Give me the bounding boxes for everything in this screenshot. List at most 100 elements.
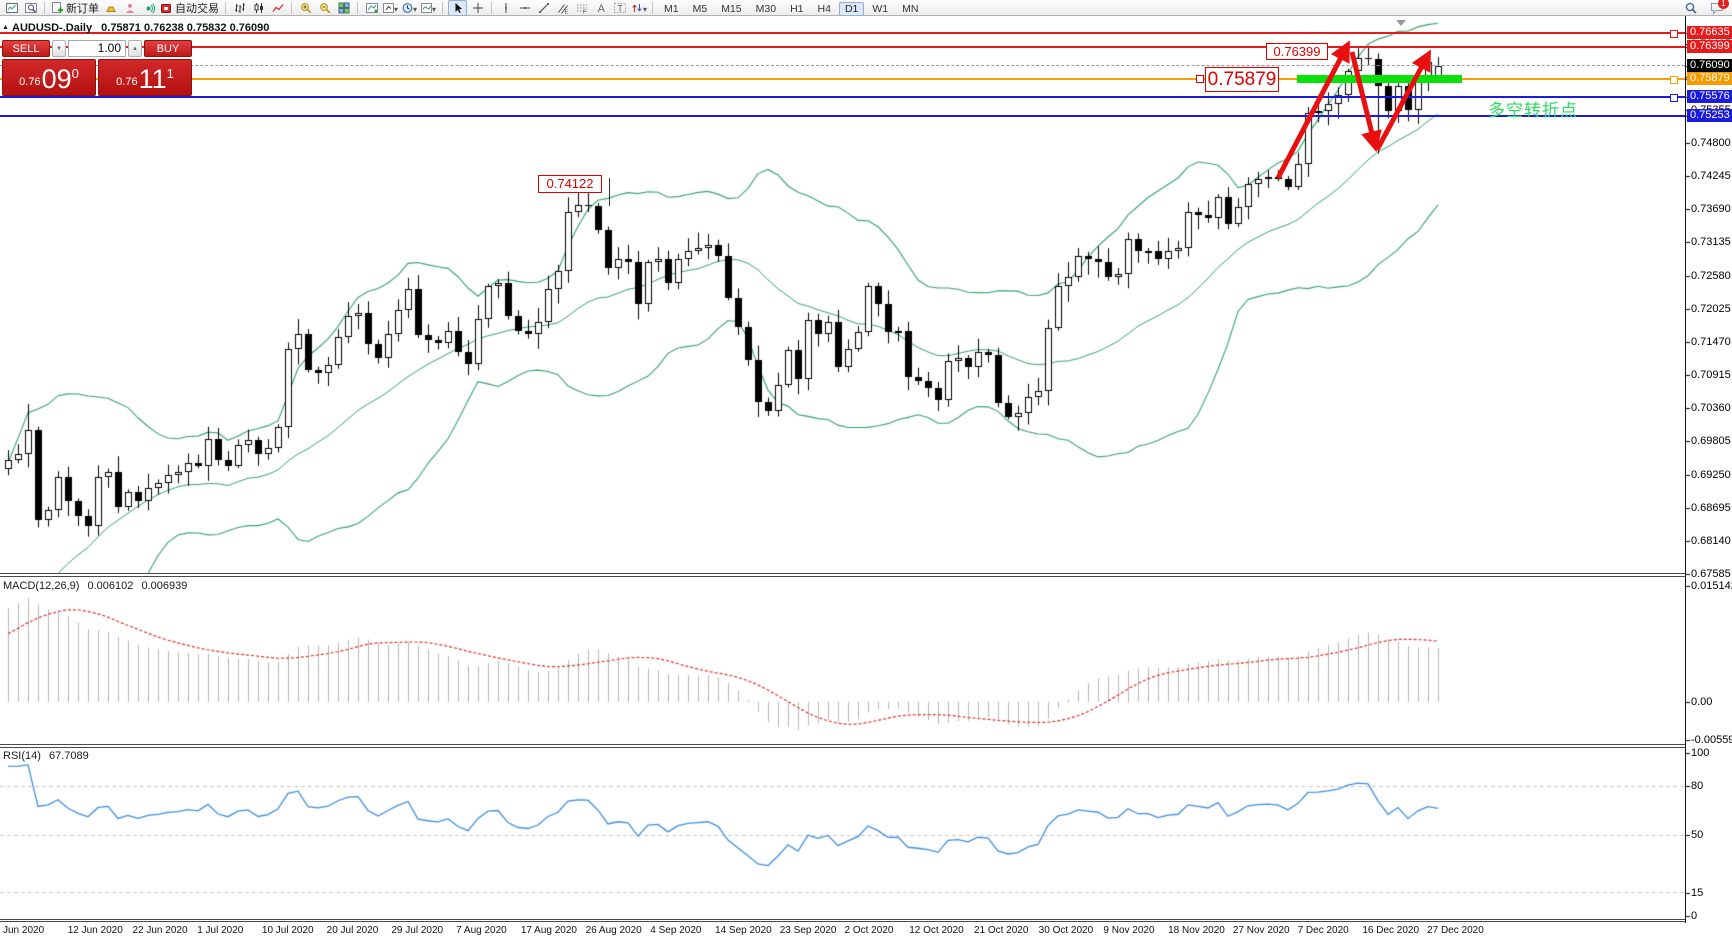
toolbar-separator (44, 1, 45, 14)
macd-tick-label: 0.00 (1691, 696, 1713, 708)
price-tick-label: 0.73690 (1691, 203, 1731, 216)
price-tick-label: 0.69250 (1691, 468, 1731, 481)
crosshair-icon[interactable] (469, 1, 486, 15)
timeframe-H4[interactable]: H4 (817, 2, 831, 15)
sell-price-pip: 0 (71, 66, 79, 81)
timeframe-M30[interactable]: M30 (755, 2, 777, 15)
panel-divider[interactable] (0, 573, 1686, 577)
price-line-0.75253[interactable] (0, 114, 1685, 117)
signals-icon[interactable] (140, 1, 157, 15)
buy-price-box[interactable]: 0.76 11 1 (98, 59, 192, 96)
chart-shift-marker[interactable] (1396, 20, 1406, 26)
fibonacci-icon[interactable]: F (573, 1, 590, 15)
zoom-window-icon[interactable] (22, 1, 39, 15)
support-zone-bar[interactable] (1297, 74, 1462, 83)
text-label-icon[interactable]: T (611, 1, 628, 15)
svg-text:▾: ▾ (643, 5, 647, 14)
price-tick-label: 0.73135 (1691, 236, 1731, 249)
equidistant-channel-icon[interactable]: E (554, 1, 571, 15)
chat-icon[interactable]: 1 (1708, 0, 1729, 15)
price-marker-0.76090: 0.76090 (1687, 58, 1732, 72)
arrows-tool-icon[interactable]: ▾ (630, 1, 647, 15)
indicator-window-icon[interactable] (363, 1, 380, 15)
svg-text:A: A (597, 3, 605, 14)
gold-icon[interactable] (102, 1, 119, 15)
price-marker-0.75253: 0.75253 (1687, 108, 1732, 122)
notification-badge: 1 (1718, 0, 1729, 9)
text-icon[interactable]: A (592, 1, 609, 15)
zoom-in-icon[interactable] (297, 1, 314, 15)
price-line-0.75879[interactable] (0, 77, 1685, 80)
date-label: 27 Dec 2020 (1427, 925, 1484, 936)
panel-divider[interactable] (0, 744, 1686, 748)
vertical-line-icon[interactable] (497, 1, 514, 15)
horizontal-line-icon[interactable] (516, 1, 533, 15)
zoom-out-icon[interactable] (316, 1, 333, 15)
candlestick-chart-icon[interactable] (250, 1, 267, 15)
search-icon[interactable] (1682, 1, 1699, 15)
toolbar-separator (491, 1, 492, 14)
lot-decrease-button[interactable]: ▼ (52, 40, 66, 57)
price-marker-0.75576: 0.75576 (1687, 89, 1732, 103)
new-order-button[interactable]: 新订单 (51, 0, 99, 16)
date-label: 17 Aug 2020 (520, 925, 577, 936)
line-handle[interactable] (1670, 75, 1678, 84)
panel-collapse-icon[interactable]: ▲ (2, 24, 9, 31)
date-label: 26 Aug 2020 (585, 925, 642, 936)
timeframe-H1[interactable]: H1 (790, 2, 804, 15)
community-icon[interactable] (121, 1, 138, 15)
buy-button[interactable]: BUY (144, 40, 192, 57)
timeframe-W1[interactable]: W1 (872, 2, 889, 15)
timeframe-M1[interactable]: M1 (664, 2, 679, 15)
sell-price-box[interactable]: 0.76 09 0 (2, 59, 96, 96)
timeframe-M15[interactable]: M15 (721, 2, 742, 15)
price-annotation-074122[interactable]: 0.74122 (538, 175, 602, 193)
timeframe-group: M1 M5 M15 M30 H1 H4 D1 W1 MN (657, 0, 925, 17)
line-chart-icon[interactable] (269, 1, 286, 15)
price-tick-label: 0.68695 (1691, 501, 1731, 514)
price-line-0.75576[interactable] (0, 95, 1685, 98)
date-label: 12 Oct 2020 (909, 925, 964, 936)
buy-price-pip: 1 (166, 66, 174, 81)
line-handle[interactable] (1670, 30, 1678, 39)
rsi-tick-label: 50 (1691, 829, 1704, 841)
trendline-icon[interactable] (535, 1, 552, 15)
timeframe-D1[interactable]: D1 (838, 1, 865, 16)
cursor-icon[interactable] (448, 0, 467, 16)
price-annotation-076399[interactable]: 0.76399 (1266, 43, 1328, 60)
toolbar-right: 1 (1681, 0, 1729, 16)
line-handle[interactable] (1670, 93, 1678, 102)
price-marker-0.76635: 0.76635 (1687, 26, 1732, 40)
rsi-tick-label: 0 (1691, 910, 1698, 922)
date-label: 1 Jul 2020 (197, 925, 244, 936)
price-annotation-075879[interactable]: 0.75879 (1205, 67, 1279, 92)
price-line-0.76635[interactable] (0, 32, 1685, 35)
sell-button[interactable]: SELL (2, 40, 50, 57)
annotation-handle[interactable] (1196, 75, 1204, 83)
svg-text:▾: ▾ (413, 5, 417, 14)
date-label: 23 Sep 2020 (779, 925, 837, 936)
autotrade-button[interactable]: 自动交易 (160, 0, 219, 16)
toolbar-separator (442, 1, 443, 14)
new-chart-icon[interactable]: ▾ (382, 1, 399, 15)
periods-icon[interactable]: ▾ (401, 1, 418, 15)
rsi-tick-label: 15 (1691, 887, 1704, 899)
pivot-text-annotation[interactable]: 多空转折点 (1488, 101, 1578, 120)
new-order-label: 新订单 (66, 2, 99, 15)
templates-icon[interactable]: ▾ (420, 1, 437, 15)
date-label: 20 Jul 2020 (326, 925, 379, 936)
date-label: 21 Oct 2020 (973, 925, 1029, 936)
tile-windows-icon[interactable] (335, 1, 352, 15)
bar-chart-icon[interactable] (231, 1, 248, 15)
price-line-0.76399[interactable] (0, 46, 1685, 49)
date-label: 2 Oct 2020 (844, 925, 894, 936)
lot-increase-button[interactable]: ▲ (128, 40, 142, 57)
lot-size-input[interactable]: 1.00 (68, 40, 126, 57)
rsi-label: RSI(14) (3, 750, 41, 762)
timeframe-MN[interactable]: MN (902, 2, 919, 15)
chart-window-icon[interactable] (3, 1, 20, 15)
timeframe-M5[interactable]: M5 (692, 2, 708, 15)
price-line-0.7609[interactable] (0, 65, 1685, 67)
